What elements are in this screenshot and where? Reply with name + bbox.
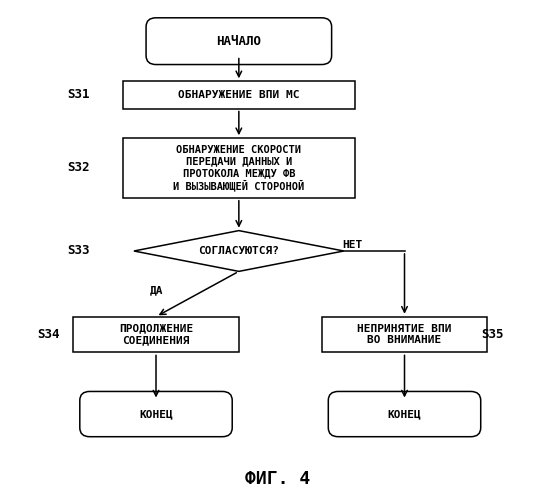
Bar [73,316,239,352]
Text: СОГЛАСУЮТСЯ?: СОГЛАСУЮТСЯ? [198,246,279,256]
Text: НАЧАЛО: НАЧАЛО [216,34,261,48]
FancyBboxPatch shape [329,392,481,436]
Text: НЕПРИНЯТИЕ ВПИ
ВО ВНИМАНИЕ: НЕПРИНЯТИЕ ВПИ ВО ВНИМАНИЕ [357,324,452,345]
Text: S35: S35 [482,328,504,341]
Polygon shape [134,230,344,272]
Text: ОБНАРУЖЕНИЕ СКОРОСТИ
ПЕРЕДАЧИ ДАННЫХ И
ПРОТОКОЛА МЕЖДУ ФВ
И ВЫЗЫВАЮЩЕЙ СТОРОНОЙ: ОБНАРУЖЕНИЕ СКОРОСТИ ПЕРЕДАЧИ ДАННЫХ И П… [173,144,305,192]
Text: S31: S31 [68,88,90,102]
Bar [123,81,355,108]
FancyBboxPatch shape [146,18,332,64]
FancyBboxPatch shape [80,392,232,436]
Text: ОБНАРУЖЕНИЕ ВПИ МС: ОБНАРУЖЕНИЕ ВПИ МС [178,90,300,100]
Bar [123,138,355,198]
Text: S34: S34 [37,328,59,341]
Text: S32: S32 [68,162,90,174]
Text: НЕТ: НЕТ [342,240,362,250]
Bar [322,316,487,352]
Text: КОНЕЦ: КОНЕЦ [387,409,421,419]
Text: ФИГ. 4: ФИГ. 4 [245,470,310,488]
Text: ПРОДОЛЖЕНИЕ
СОЕДИНЕНИЯ: ПРОДОЛЖЕНИЕ СОЕДИНЕНИЯ [119,324,193,345]
Text: КОНЕЦ: КОНЕЦ [139,409,173,419]
Text: S33: S33 [68,244,90,258]
Text: ДА: ДА [149,285,163,295]
